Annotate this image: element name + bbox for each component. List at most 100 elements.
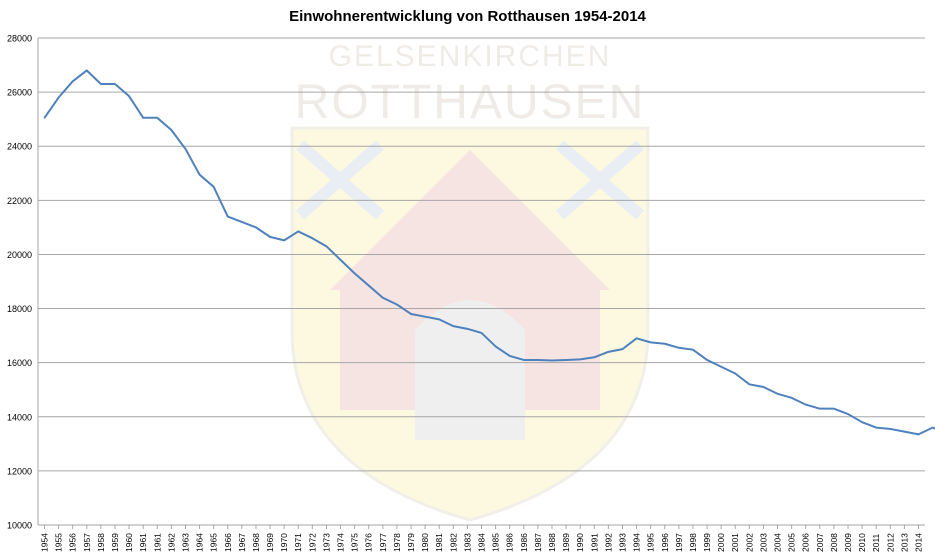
y-tick-label: 26000 xyxy=(7,88,32,98)
x-tick-label: 1969 xyxy=(265,533,275,552)
x-tick-label: 1962 xyxy=(166,533,176,552)
data-point xyxy=(339,259,342,261)
x-tick-label: 1996 xyxy=(660,533,670,552)
data-point xyxy=(607,351,610,353)
x-tick-label: 1997 xyxy=(674,533,684,552)
data-point xyxy=(57,96,60,99)
data-point xyxy=(593,356,596,359)
data-point xyxy=(833,407,835,410)
data-point xyxy=(847,413,849,415)
data-point xyxy=(452,325,455,327)
x-tick-label: 1975 xyxy=(350,533,360,552)
x-tick-label: 1999 xyxy=(702,533,712,552)
data-point xyxy=(903,430,906,433)
x-tick-label: 1988 xyxy=(547,533,557,552)
data-point xyxy=(311,237,314,240)
x-tick-labels: 1954 1955 1956 1957 1958 1959 1960 1961 1961 1962… xyxy=(40,525,924,552)
x-tick-label: 1958 xyxy=(96,533,106,552)
x-tick-label: 1982 xyxy=(448,533,458,552)
y-tick-label: 24000 xyxy=(7,142,32,152)
data-point xyxy=(114,83,116,85)
data-point xyxy=(819,407,821,410)
y-tick-label: 14000 xyxy=(7,412,32,422)
data-point xyxy=(790,397,793,399)
x-tick-label: 1973 xyxy=(321,533,331,552)
x-tick-label: 1970 xyxy=(279,533,289,552)
data-point xyxy=(621,348,624,350)
data-point xyxy=(410,313,412,315)
data-point xyxy=(241,221,243,223)
data-point xyxy=(142,117,144,119)
series-layer xyxy=(43,69,935,436)
data-point xyxy=(748,383,751,386)
data-point xyxy=(635,337,638,340)
x-tick-label: 1994 xyxy=(632,533,642,552)
data-point xyxy=(184,148,187,150)
y-tick-label: 10000 xyxy=(7,521,32,531)
data-point xyxy=(71,80,74,83)
data-point xyxy=(734,372,737,375)
data-point xyxy=(551,359,553,362)
data-point xyxy=(325,245,328,248)
x-tick-label: 1959 xyxy=(110,533,120,552)
x-tick-label: 1989 xyxy=(561,533,571,552)
x-tick-label: 2003 xyxy=(758,533,768,552)
y-tick-label: 18000 xyxy=(7,304,32,314)
x-tick-label: 2002 xyxy=(744,533,754,552)
data-point xyxy=(579,358,581,361)
x-tick-label: 1971 xyxy=(293,533,303,552)
chart-title: Einwohnerentwicklung von Rotthausen 1954… xyxy=(289,8,646,25)
watermark-house xyxy=(340,290,600,410)
x-tick-label: 2011 xyxy=(871,533,881,552)
watermark-cross-left xyxy=(296,140,384,220)
data-point xyxy=(255,226,257,229)
watermark-text-bottom: ROTTHAUSEN xyxy=(295,76,646,129)
y-tick-label: 16000 xyxy=(7,358,32,368)
x-tick-label: 1991 xyxy=(589,533,599,552)
data-point xyxy=(762,386,765,388)
x-tick-label: 1965 xyxy=(209,533,219,552)
data-point xyxy=(269,236,271,238)
x-tick-label: 1979 xyxy=(406,533,416,552)
x-tick-label: 2014 xyxy=(914,533,924,552)
x-tick-label: 1987 xyxy=(533,533,543,552)
data-point xyxy=(297,230,300,233)
x-tick-label: 1961 xyxy=(152,533,162,552)
data-point xyxy=(917,433,920,436)
data-point xyxy=(480,332,483,334)
data-point xyxy=(776,392,779,395)
x-tick-label: 1972 xyxy=(307,533,317,552)
data-point xyxy=(226,215,229,218)
data-point xyxy=(283,239,285,242)
x-tick-label: 2001 xyxy=(730,533,740,552)
y-tick-label: 28000 xyxy=(7,34,32,44)
data-point xyxy=(861,421,863,423)
x-tick-label: 1976 xyxy=(364,533,374,552)
x-tick-label: 1990 xyxy=(575,533,585,552)
x-tick-label: 1983 xyxy=(462,533,472,552)
x-tick-label: 1992 xyxy=(603,533,613,552)
data-point xyxy=(522,359,525,361)
data-point xyxy=(156,117,159,119)
x-tick-label: 1957 xyxy=(82,533,92,552)
watermark-lamp xyxy=(415,300,525,440)
x-tick-label: 1961 xyxy=(138,533,148,552)
data-point xyxy=(424,315,426,318)
x-tick-label: 2008 xyxy=(829,533,839,552)
watermark-shield xyxy=(290,126,650,522)
data-point xyxy=(889,428,892,430)
x-tick-label: 1954 xyxy=(40,533,50,552)
y-tick-label: 22000 xyxy=(7,196,32,206)
data-point xyxy=(198,173,201,176)
data-point xyxy=(931,426,934,429)
data-point xyxy=(508,355,511,357)
y-tick-label: 12000 xyxy=(7,466,32,476)
data-point xyxy=(804,403,807,406)
x-tick-label: 1960 xyxy=(124,533,134,552)
data-point xyxy=(678,346,680,349)
x-tick-label: 1963 xyxy=(180,533,190,552)
x-tick-label: 2005 xyxy=(787,533,797,552)
x-tick-label: 1977 xyxy=(378,533,388,552)
